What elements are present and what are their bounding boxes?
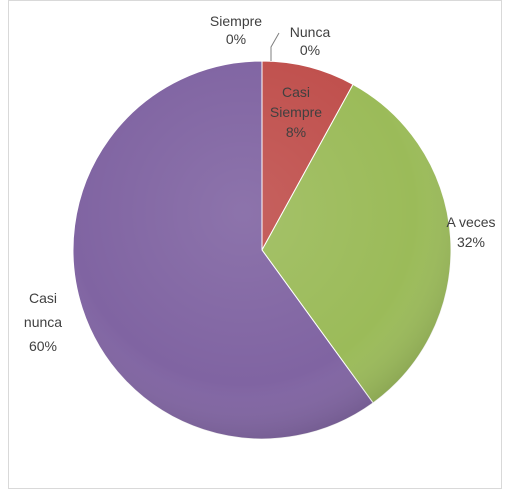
leader-line-nunca: [270, 32, 280, 61]
data-label-line: nunca: [24, 314, 62, 330]
data-label-line: 32%: [457, 234, 485, 250]
data-label-casi-siempre: Casi Siempre 8%: [270, 84, 322, 140]
pie-slices: [72, 60, 452, 440]
data-label-line: Nunca: [290, 24, 331, 40]
data-label-casi-nunca: Casi nunca 60%: [24, 290, 62, 354]
data-label-line: A veces: [446, 214, 495, 230]
data-label-nunca: Nunca 0%: [290, 24, 331, 58]
data-label-line: Siempre: [270, 104, 322, 120]
data-label-siempre: Siempre 0%: [210, 13, 262, 47]
pie-chart: Siempre 0% Nunca 0% Casi Siempre 8% A veces 32% C…: [24, 13, 496, 440]
data-label-line: Siempre: [210, 13, 262, 29]
data-label-line: Casi: [282, 84, 310, 100]
data-label-line: 0%: [226, 31, 246, 47]
data-label-line: Casi: [29, 290, 57, 306]
leader-lines: [270, 32, 280, 61]
data-labels: Siempre 0% Nunca 0% Casi Siempre 8% A veces 32% C…: [24, 13, 496, 354]
data-label-line: 0%: [300, 42, 320, 58]
chart-frame: Siempre 0% Nunca 0% Casi Siempre 8% A veces 32% C…: [8, 0, 502, 489]
data-label-line: 60%: [29, 338, 57, 354]
data-label-a-veces: A veces 32%: [446, 214, 495, 250]
data-label-line: 8%: [286, 124, 306, 140]
